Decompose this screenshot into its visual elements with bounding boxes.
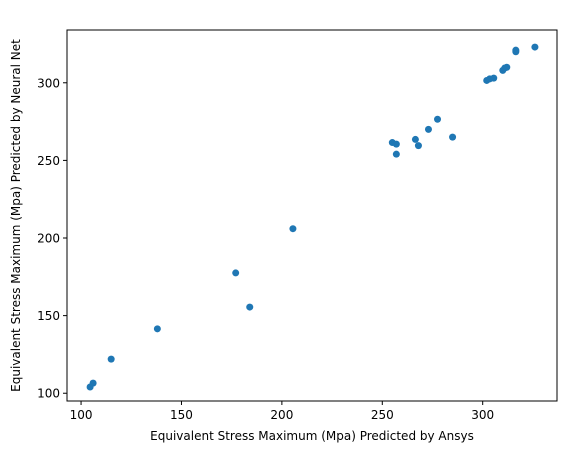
y-tick-label: 150 (37, 309, 60, 323)
plot-area: 100 150 200 250 300 100 150 200 250 300 (37, 29, 558, 422)
data-point (434, 115, 442, 123)
y-axis-label: Equivalent Stress Maximum (Mpa) Predicte… (9, 39, 23, 392)
x-tick-label: 300 (471, 408, 494, 422)
data-point (512, 46, 520, 54)
x-axis-ticks: 100 150 200 250 300 (70, 401, 494, 422)
y-tick-label: 250 (37, 154, 60, 168)
data-point (503, 63, 511, 71)
data-point (153, 325, 161, 333)
data-point (424, 125, 432, 133)
data-point (107, 355, 115, 363)
y-tick-label: 300 (37, 76, 60, 90)
y-axis-ticks: 100 150 200 250 300 (37, 76, 67, 401)
data-point (531, 43, 539, 51)
data-point (232, 269, 240, 277)
data-point (392, 150, 400, 158)
data-point (246, 303, 254, 311)
x-axis-label: Equivalent Stress Maximum (Mpa) Predicte… (150, 429, 474, 443)
y-tick-label: 100 (37, 387, 60, 401)
data-point (89, 379, 97, 387)
x-tick-label: 100 (70, 408, 93, 422)
data-point (449, 133, 457, 141)
plot-frame (66, 29, 558, 402)
data-point (490, 74, 498, 82)
y-tick-label: 200 (37, 232, 60, 246)
data-point (411, 135, 419, 143)
x-tick-label: 200 (270, 408, 293, 422)
data-point (414, 142, 422, 150)
x-tick-label: 150 (170, 408, 193, 422)
x-tick-label: 250 (371, 408, 394, 422)
data-points (86, 43, 539, 391)
data-point (392, 140, 400, 148)
data-point (289, 225, 297, 233)
